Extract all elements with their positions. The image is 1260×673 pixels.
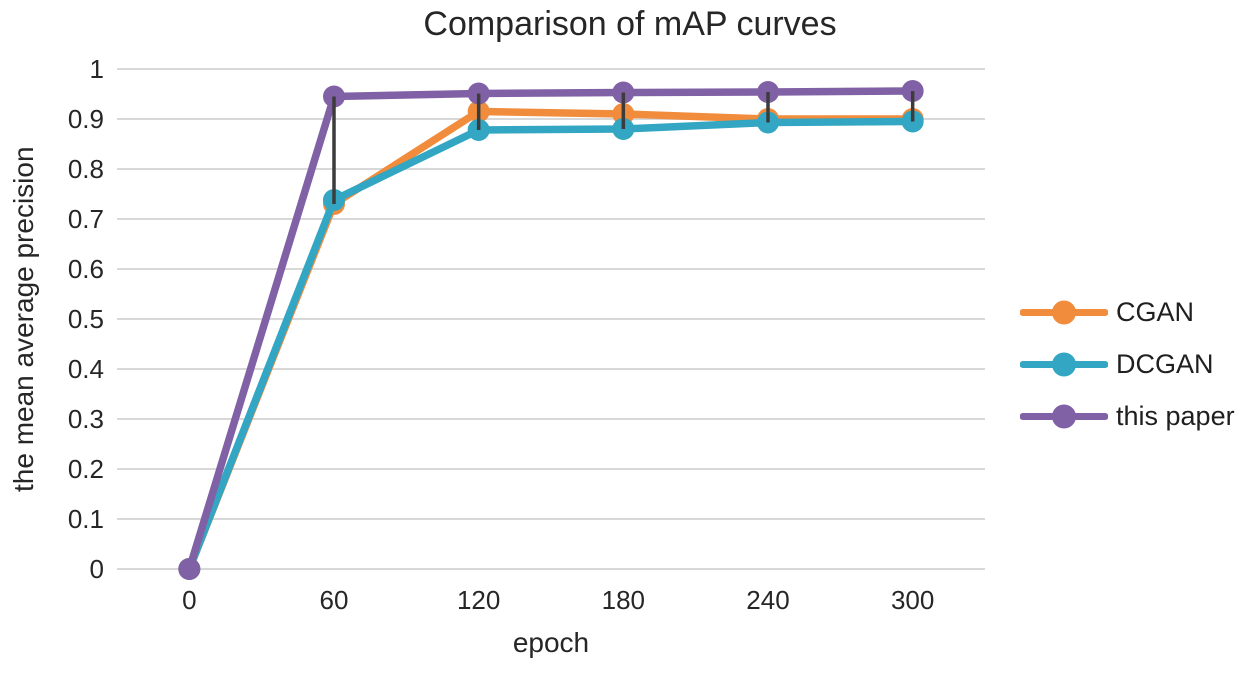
y-tick-label: 0.5 <box>68 304 104 334</box>
x-tick-label: 60 <box>320 585 349 615</box>
x-tick-label: 120 <box>457 585 500 615</box>
x-tick-label: 0 <box>182 585 196 615</box>
y-tick-label: 0.8 <box>68 154 104 184</box>
data-point-marker <box>178 558 201 580</box>
legend-item-this-paper: this paper <box>1020 401 1235 431</box>
x-tick-label: 240 <box>746 585 789 615</box>
y-tick-label: 0.3 <box>68 404 104 434</box>
legend-label-cgan: CGAN <box>1116 297 1195 327</box>
y-tick-label: 0.2 <box>68 454 104 484</box>
y-tick-label: 0 <box>90 554 104 584</box>
legend-item-cgan: CGAN <box>1020 297 1235 327</box>
y-tick-label: 0.9 <box>68 104 104 134</box>
x-tick-label: 180 <box>602 585 645 615</box>
legend-marker-this-paper <box>1020 404 1108 429</box>
legend-label-this-paper: this paper <box>1116 401 1235 431</box>
y-tick-label: 0.1 <box>68 504 104 534</box>
series-line <box>185 117 917 573</box>
legend-label-dcgan: DCGAN <box>1116 349 1214 379</box>
legend: CGAN DCGAN this paper <box>1020 297 1235 431</box>
y-tick-label: 1 <box>90 54 104 84</box>
y-tick-label: 0.4 <box>68 354 104 384</box>
series-line <box>185 87 917 573</box>
x-axis-title: epoch <box>512 627 590 658</box>
series-line <box>185 107 917 573</box>
y-tick-label: 0.6 <box>68 254 104 284</box>
y-tick-label: 0.7 <box>68 204 104 234</box>
chart-title: Comparison of mAP curves <box>423 5 837 43</box>
legend-marker-cgan <box>1020 300 1108 325</box>
x-tick-label: 300 <box>891 585 934 615</box>
legend-marker-dcgan <box>1020 352 1108 377</box>
legend-item-dcgan: DCGAN <box>1020 349 1235 379</box>
